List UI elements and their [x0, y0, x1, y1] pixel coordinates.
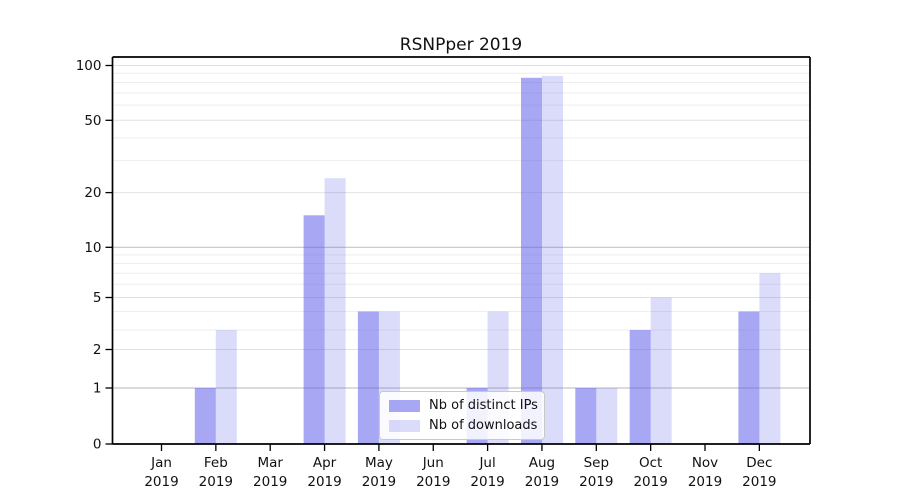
- xtick-label-year-aug: 2019: [525, 474, 559, 490]
- bar-aug-downloads: [542, 75, 563, 445]
- xtick-label-month-aug: Aug: [529, 455, 555, 471]
- xtick-label-month-jun: Jun: [422, 455, 444, 471]
- xtick-label-month-mar: Mar: [257, 455, 283, 471]
- bar-sep-downloads: [596, 388, 618, 444]
- xtick-label-month-dec: Dec: [746, 455, 772, 471]
- xtick-label-year-oct: 2019: [633, 474, 667, 490]
- legend-swatch-distinct-ips-icon: [389, 399, 420, 412]
- bar-aug-distinct-ips: [521, 77, 542, 445]
- ytick-label-100: 100: [76, 58, 102, 74]
- ytick-label-50: 50: [84, 113, 101, 129]
- bar-dec-downloads: [759, 273, 781, 444]
- bar-oct-downloads: [650, 297, 672, 444]
- xtick-label-year-jan: 2019: [144, 474, 178, 490]
- xtick-label-month-sep: Sep: [584, 455, 609, 471]
- xtick-label-year-jul: 2019: [470, 474, 504, 490]
- legend-label-distinct-ips: Nb of distinct IPs: [429, 398, 538, 413]
- xtick-label-year-feb: 2019: [199, 474, 233, 490]
- xtick-label-month-nov: Nov: [692, 455, 718, 471]
- bar-feb-distinct-ips: [194, 388, 216, 444]
- xtick-label-month-jul: Jul: [478, 455, 495, 471]
- bar-apr-distinct-ips: [303, 215, 325, 444]
- xtick-label-year-nov: 2019: [688, 474, 722, 490]
- ytick-label-20: 20: [84, 185, 101, 201]
- chart-title: RSNPper 2019: [399, 35, 523, 55]
- bar-feb-downloads: [215, 330, 237, 444]
- ytick-label-5: 5: [93, 290, 102, 306]
- xtick-label-month-apr: Apr: [313, 455, 337, 471]
- xtick-label-month-may: May: [365, 455, 393, 471]
- xtick-label-month-oct: Oct: [639, 455, 662, 471]
- bar-sep-distinct-ips: [575, 388, 597, 444]
- ytick-label-1: 1: [93, 381, 102, 397]
- legend-swatch-downloads-icon: [389, 419, 420, 432]
- bar-dec-distinct-ips: [738, 311, 760, 444]
- xtick-label-month-jan: Jan: [150, 455, 172, 471]
- bar-may-distinct-ips: [357, 311, 379, 444]
- xtick-label-year-apr: 2019: [307, 474, 341, 490]
- bar-oct-distinct-ips: [629, 330, 651, 444]
- ytick-label-10: 10: [84, 240, 101, 256]
- ytick-label-2: 2: [93, 342, 102, 358]
- legend: Nb of distinct IPs Nb of downloads: [379, 391, 545, 440]
- legend-label-downloads: Nb of downloads: [429, 418, 538, 433]
- legend-item-distinct-ips: Nb of distinct IPs: [389, 398, 538, 413]
- legend-item-downloads: Nb of downloads: [389, 418, 538, 433]
- xtick-label-year-dec: 2019: [742, 474, 776, 490]
- xtick-label-year-sep: 2019: [579, 474, 613, 490]
- xtick-label-year-jun: 2019: [416, 474, 450, 490]
- ytick-label-0: 0: [93, 437, 102, 453]
- xtick-label-year-may: 2019: [362, 474, 396, 490]
- bar-apr-downloads: [324, 178, 346, 444]
- xtick-label-year-mar: 2019: [253, 474, 287, 490]
- xtick-label-month-feb: Feb: [204, 455, 228, 471]
